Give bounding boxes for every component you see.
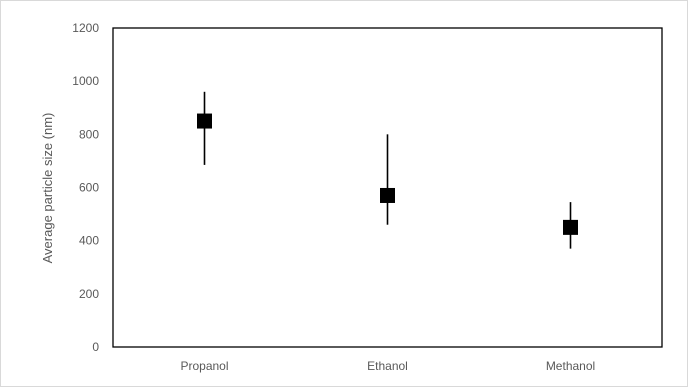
y-tick-label-6: 1200 — [72, 21, 99, 35]
y-tick-label-4: 800 — [79, 127, 99, 141]
y-tick-label-3: 600 — [79, 181, 99, 195]
y-tick-label-5: 1000 — [72, 74, 99, 88]
y-axis-label: Average particle size (nm) — [40, 113, 55, 264]
data-point-ethanol — [380, 187, 395, 203]
plot-area — [112, 27, 663, 348]
y-tick-label-1: 200 — [79, 287, 99, 301]
data-marks — [197, 91, 578, 249]
x-axis-ticks: Propanol Ethanol Methanol — [180, 359, 595, 373]
x-tick-label-propanol: Propanol — [180, 359, 228, 373]
x-tick-label-methanol: Methanol — [546, 359, 595, 373]
y-tick-label-0: 0 — [92, 340, 99, 354]
data-point-methanol — [563, 219, 578, 235]
y-axis-ticks: 0 200 400 600 800 1000 1200 — [72, 21, 99, 354]
x-tick-label-ethanol: Ethanol — [367, 359, 408, 373]
y-tick-label-2: 400 — [79, 234, 99, 248]
data-point-propanol — [197, 113, 212, 129]
